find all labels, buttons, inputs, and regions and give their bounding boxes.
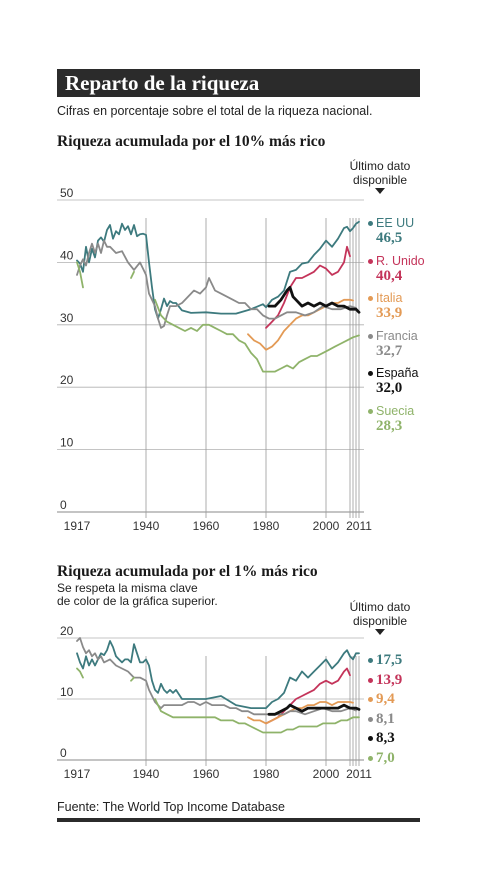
legend-dot-italia (368, 296, 373, 301)
legend-value-italia: 9,4 (376, 691, 395, 707)
latest-data-line1: Último dato (349, 159, 411, 173)
x-tick-label: 1917 (64, 519, 91, 533)
series-line-suecia (154, 698, 360, 734)
series-line-suecia (154, 298, 360, 373)
legend-name-eeuu: EE UU (376, 216, 415, 230)
legend-value-eeuu: 17,5 (376, 652, 403, 668)
series-line-suecia-early (130, 676, 135, 682)
series-line-espana (267, 703, 361, 716)
series-line-italia (247, 701, 354, 725)
series-line-eeuu (76, 220, 360, 320)
x-tick-label: 1980 (253, 767, 280, 781)
legend-name-italia: Italia (376, 291, 403, 305)
latest-data-header-1: Último dato disponible (345, 159, 415, 194)
y-tick-label: 30 (60, 311, 74, 325)
legend-dot-francia (368, 333, 373, 339)
legend-dot-espana (368, 736, 373, 741)
latest-data-header-2: Último dato disponible (345, 600, 415, 635)
latest-data-line2: disponible (352, 173, 408, 187)
legend-dot-suecia (368, 408, 373, 414)
x-tick-label: 1917 (64, 767, 91, 781)
legend-name-francia: Francia (376, 328, 418, 343)
legend-dot-francia (368, 716, 373, 722)
legend-value-francia: 32,7 (376, 342, 403, 359)
title-bar: Reparto de la riqueza (57, 69, 420, 97)
legend-name-suecia: Suecia (376, 403, 415, 418)
down-arrow-icon (375, 188, 385, 194)
chart2-note: Se respeta la misma clave de color de la… (57, 582, 218, 608)
down-arrow-icon (375, 629, 385, 635)
intro-text: Cifras en porcentaje sobre el total de l… (57, 104, 373, 118)
series-line-espana (267, 286, 361, 314)
x-tick-label: 2011 (346, 519, 372, 533)
series-line-francia (76, 239, 357, 329)
y-tick-label: 50 (60, 186, 74, 200)
chart2-note-line2: de color de la gráfica superior. (57, 594, 218, 608)
x-tick-label: 2000 (313, 519, 340, 533)
chart2-title: Riqueza acumulada por el 1% más rico (57, 563, 318, 580)
latest-data-line2: disponible (352, 614, 408, 628)
series-line-francia (76, 637, 357, 716)
legend-dot-eeuu (368, 658, 373, 663)
legend-value-runido: 13,9 (376, 671, 403, 688)
latest-data-line1: Último dato (349, 600, 411, 614)
legend-value-espana: 8,3 (376, 730, 395, 746)
x-tick-label: 1960 (193, 519, 220, 533)
legend-dot-espana (368, 371, 373, 376)
x-tick-label: 1940 (133, 519, 160, 533)
legend-dot-suecia (368, 755, 373, 761)
legend-name-espana: España (376, 366, 419, 380)
legend-dot-eeuu (368, 221, 373, 226)
y-tick-label: 40 (60, 248, 74, 262)
series-line-runido (265, 245, 351, 329)
chart2-note-line1: Se respeta la misma clave (57, 581, 198, 595)
legend-value-eeuu: 46,5 (376, 230, 403, 246)
legend-value-italia: 33,9 (376, 305, 403, 321)
bottom-rule (57, 818, 420, 822)
series-line-eeuu (76, 640, 360, 709)
y-tick-label: 10 (60, 436, 74, 450)
series-line-italia (247, 298, 354, 351)
legend-dot-italia (368, 697, 373, 702)
y-tick-label: 20 (60, 373, 74, 387)
legend-name-runido: R. Unido (376, 253, 425, 268)
legend-value-suecia: 28,3 (376, 417, 403, 434)
source-text: Fuente: The World Top Income Database (57, 800, 285, 814)
series-line-suecia-early (76, 667, 84, 679)
y-tick-label: 20 (60, 624, 74, 638)
x-tick-label: 2000 (313, 767, 340, 781)
page-title: Reparto de la riqueza (65, 71, 260, 95)
x-tick-label: 2011 (346, 767, 372, 781)
x-tick-label: 1980 (253, 519, 280, 533)
legend-value-runido: 40,4 (376, 267, 403, 284)
y-tick-label: 0 (60, 746, 67, 760)
y-tick-label: 10 (60, 685, 74, 699)
legend-dot-runido (368, 258, 373, 264)
legend-value-espana: 32,0 (376, 380, 403, 396)
series-line-suecia-early (76, 261, 84, 289)
series-line-suecia-early (130, 270, 135, 279)
y-tick-label: 0 (60, 498, 67, 512)
x-tick-label: 1960 (193, 767, 220, 781)
legend-value-suecia: 7,0 (376, 749, 395, 766)
chart1-title: Riqueza acumulada por el 10% más rico (57, 133, 326, 150)
legend-dot-runido (368, 677, 373, 683)
legend-value-francia: 8,1 (376, 710, 395, 727)
x-tick-label: 1940 (133, 767, 160, 781)
